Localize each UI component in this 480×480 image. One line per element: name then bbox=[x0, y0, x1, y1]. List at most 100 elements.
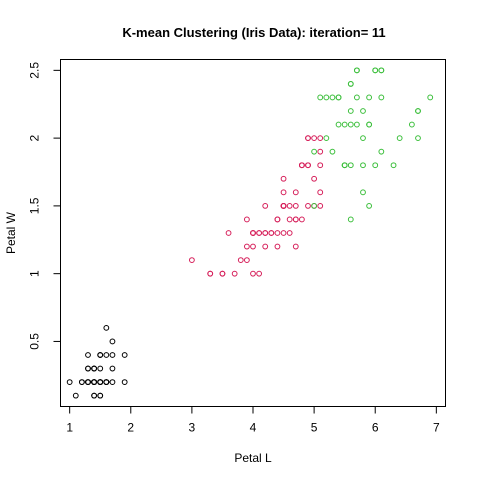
data-point bbox=[72, 392, 79, 399]
data-point bbox=[415, 135, 421, 142]
data-point bbox=[329, 94, 336, 101]
data-point bbox=[353, 94, 360, 101]
data-point bbox=[366, 202, 373, 209]
data-point bbox=[305, 162, 311, 169]
data-point bbox=[274, 230, 281, 236]
data-point bbox=[341, 162, 348, 169]
data-point bbox=[323, 94, 330, 101]
data-point bbox=[243, 216, 250, 223]
data-point bbox=[103, 352, 110, 358]
data-point bbox=[256, 270, 263, 277]
data-point bbox=[353, 67, 360, 74]
data-point bbox=[97, 392, 104, 399]
data-point bbox=[317, 189, 324, 196]
data-point bbox=[85, 365, 91, 372]
data-point bbox=[243, 257, 250, 264]
data-point bbox=[66, 379, 73, 386]
data-point bbox=[347, 162, 354, 169]
data-point bbox=[280, 189, 287, 196]
data-point bbox=[250, 230, 256, 236]
data-point bbox=[347, 121, 354, 128]
data-point bbox=[97, 352, 104, 358]
data-point bbox=[262, 230, 269, 236]
data-point bbox=[335, 121, 342, 128]
data-point bbox=[372, 162, 379, 169]
plot-frame bbox=[60, 59, 446, 407]
data-point bbox=[298, 162, 305, 169]
x-axis-label: Petal L bbox=[234, 451, 272, 465]
data-point bbox=[225, 230, 232, 236]
data-point bbox=[231, 270, 238, 277]
data-point bbox=[292, 202, 299, 209]
data-point bbox=[274, 243, 281, 250]
x-tick-label: 6 bbox=[372, 421, 379, 435]
data-point bbox=[311, 175, 318, 182]
data-point bbox=[274, 216, 281, 223]
data-point bbox=[237, 257, 244, 264]
data-point bbox=[280, 230, 287, 236]
y-tick-label: 1.5 bbox=[28, 197, 42, 214]
data-point bbox=[305, 202, 311, 209]
data-point bbox=[91, 392, 98, 399]
data-point bbox=[396, 135, 403, 142]
data-point bbox=[353, 121, 360, 128]
data-point bbox=[280, 175, 287, 182]
data-point bbox=[262, 243, 269, 250]
data-point bbox=[250, 270, 256, 277]
x-tick-label: 1 bbox=[66, 421, 73, 435]
data-point bbox=[280, 202, 287, 209]
data-point bbox=[250, 243, 256, 250]
y-axis: 0.5 1 1.5 2 2.5 bbox=[28, 62, 61, 350]
data-point bbox=[243, 243, 250, 250]
data-point bbox=[323, 135, 330, 142]
data-point bbox=[360, 135, 366, 142]
data-point bbox=[109, 338, 116, 345]
data-point bbox=[256, 230, 263, 236]
data-point bbox=[347, 216, 354, 223]
data-points bbox=[66, 67, 434, 399]
y-tick-label: 2.5 bbox=[28, 62, 42, 79]
cluster-3-points bbox=[311, 67, 434, 223]
data-point bbox=[408, 121, 415, 128]
data-point bbox=[292, 243, 299, 250]
chart-title: K-mean Clustering (Iris Data): iteration… bbox=[122, 25, 385, 40]
data-point bbox=[317, 135, 324, 142]
y-tick-label: 0.5 bbox=[28, 333, 42, 350]
data-point bbox=[91, 379, 98, 386]
x-tick-label: 5 bbox=[311, 421, 318, 435]
data-point bbox=[378, 148, 385, 155]
data-point bbox=[341, 121, 348, 128]
data-point bbox=[360, 189, 366, 196]
data-point bbox=[311, 148, 318, 155]
data-point bbox=[378, 67, 385, 74]
data-point bbox=[329, 148, 336, 155]
data-point bbox=[121, 379, 128, 386]
x-tick-label: 3 bbox=[189, 421, 196, 435]
data-point bbox=[103, 324, 110, 331]
data-point bbox=[262, 202, 269, 209]
y-tick-label: 2 bbox=[28, 134, 42, 141]
data-point bbox=[78, 379, 85, 386]
data-point bbox=[286, 202, 293, 209]
x-tick-label: 4 bbox=[250, 421, 257, 435]
data-point bbox=[372, 67, 379, 74]
data-point bbox=[317, 94, 324, 101]
data-point bbox=[317, 148, 324, 155]
data-point bbox=[360, 108, 366, 114]
x-axis: 1 2 3 4 5 6 7 bbox=[66, 406, 440, 435]
data-point bbox=[317, 202, 324, 209]
cluster-2-points bbox=[188, 135, 324, 277]
data-point bbox=[292, 189, 299, 196]
data-point bbox=[121, 352, 128, 358]
x-tick-label: 2 bbox=[127, 421, 134, 435]
x-tick-label: 7 bbox=[433, 421, 440, 435]
data-point bbox=[85, 379, 91, 386]
data-point bbox=[366, 94, 373, 101]
data-point bbox=[360, 162, 366, 169]
data-point bbox=[207, 270, 214, 277]
data-point bbox=[366, 121, 373, 128]
data-point bbox=[85, 352, 91, 358]
data-point bbox=[292, 216, 299, 223]
data-point bbox=[415, 108, 421, 114]
